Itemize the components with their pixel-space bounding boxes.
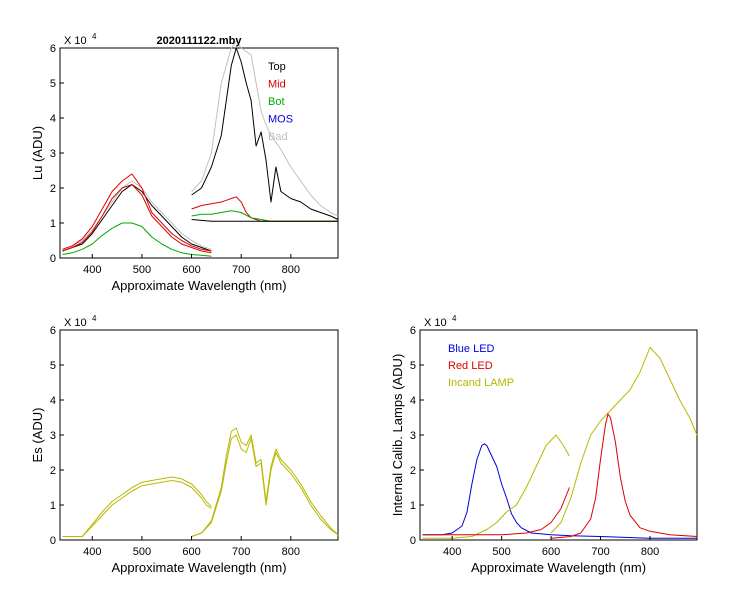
- y-exponent-label: X 10: [64, 317, 87, 329]
- series-line-incand-lamp: [550, 347, 698, 534]
- x-tick-label: 800: [282, 546, 300, 558]
- y-tick-label: 1: [50, 218, 56, 230]
- x-tick-label: 700: [232, 546, 250, 558]
- y-tick-label: 4: [410, 395, 416, 407]
- series-line-blue-led: [422, 443, 697, 539]
- series-line-bot: [62, 222, 212, 257]
- x-tick-label: 600: [542, 546, 560, 558]
- y-tick-label: 0: [50, 253, 56, 265]
- series-line-es: [191, 427, 339, 537]
- y-axis-title: Internal Calib. Lamps (ADU): [390, 354, 405, 517]
- y-tick-label: 1: [50, 500, 56, 512]
- y-tick-label: 5: [50, 360, 56, 372]
- y-tick-label: 6: [50, 325, 56, 337]
- y-axis-title: Lu (ADU): [30, 126, 45, 180]
- series-line-mid: [62, 184, 212, 254]
- y-exponent-power: 4: [452, 314, 457, 323]
- series-line-incand-lamp: [422, 434, 570, 539]
- series-line-es: [191, 434, 339, 537]
- x-tick-label: 500: [133, 546, 151, 558]
- series-line-red-led: [422, 487, 570, 536]
- x-axis-title: Approximate Wavelength (nm): [111, 278, 286, 293]
- series-line-top: [62, 184, 212, 252]
- y-tick-label: 6: [410, 325, 416, 337]
- series-line-mid: [62, 173, 212, 252]
- x-tick-label: 400: [83, 264, 101, 276]
- series-line-bot: [191, 210, 338, 222]
- y-tick-label: 4: [50, 395, 56, 407]
- x-tick-label: 400: [83, 546, 101, 558]
- y-tick-label: 3: [50, 148, 56, 160]
- plot-frame: [59, 329, 339, 541]
- y-exponent-label: X 10: [424, 317, 447, 329]
- series-line-bad: [191, 40, 339, 217]
- y-exponent-label: X 10: [64, 35, 87, 47]
- y-tick-label: 1: [410, 500, 416, 512]
- x-tick-label: 500: [492, 546, 510, 558]
- plot-frame: [59, 47, 339, 259]
- x-tick-label: 700: [232, 264, 250, 276]
- legend-entry-mid: Mid: [268, 79, 286, 91]
- legend-entry-top: Top: [268, 61, 286, 73]
- y-tick-label: 5: [410, 360, 416, 372]
- series-line-es: [62, 480, 212, 537]
- y-tick-label: 5: [50, 78, 56, 90]
- y-tick-label: 4: [50, 113, 56, 125]
- y-exponent-power: 4: [92, 314, 97, 323]
- x-tick-label: 600: [182, 546, 200, 558]
- lamps-chart: 400 500 600 700 800 0 1 2 3 4 5 6 X 10 4 Approximate W…: [390, 314, 698, 575]
- y-tick-label: 2: [410, 465, 416, 477]
- x-tick-label: 800: [282, 264, 300, 276]
- x-axis-title: Approximate Wavelength (nm): [471, 560, 646, 575]
- series-line-mos: [191, 219, 338, 222]
- y-tick-label: 0: [50, 535, 56, 547]
- x-tick-label: 400: [443, 546, 461, 558]
- es-chart: 400 500 600 700 800 0 1 2 3 4 5 6 X 10 4 Approximate W…: [30, 314, 339, 575]
- x-tick-label: 700: [591, 546, 609, 558]
- legend: Blue LED Red LED Incand LAMP: [448, 343, 514, 389]
- x-axis-title: Approximate Wavelength (nm): [111, 560, 286, 575]
- x-tick-label: 800: [641, 546, 659, 558]
- series-line-bad: [62, 180, 212, 250]
- y-tick-label: 3: [50, 430, 56, 442]
- y-tick-label: 0: [410, 535, 416, 547]
- legend-entry-bot: Bot: [268, 96, 285, 108]
- y-tick-label: 6: [50, 43, 56, 55]
- x-tick-label: 500: [133, 264, 151, 276]
- x-tick-label: 600: [182, 264, 200, 276]
- chart-title: 2020111122.mby: [156, 35, 242, 47]
- y-tick-label: 2: [50, 183, 56, 195]
- legend-entry-blue-led: Blue LED: [448, 343, 495, 355]
- series-line-red-led: [551, 413, 698, 539]
- lu-chart: 400 500 600 700 800 0 1 2 3 4 5 6 X 10 4 2020111122.mb…: [30, 32, 339, 293]
- y-tick-label: 2: [50, 465, 56, 477]
- y-axis-title: Es (ADU): [30, 408, 45, 463]
- series-line-top: [191, 47, 339, 220]
- y-tick-label: 3: [410, 430, 416, 442]
- legend: Top Mid Bot MOS Bad: [268, 61, 293, 143]
- legend-entry-mos: MOS: [268, 114, 293, 126]
- legend-entry-incand-lamp: Incand LAMP: [448, 377, 514, 389]
- y-exponent-power: 4: [92, 32, 97, 41]
- legend-entry-bad: Bad: [268, 131, 288, 143]
- series-line-es: [62, 476, 212, 537]
- legend-entry-red-led: Red LED: [448, 360, 493, 372]
